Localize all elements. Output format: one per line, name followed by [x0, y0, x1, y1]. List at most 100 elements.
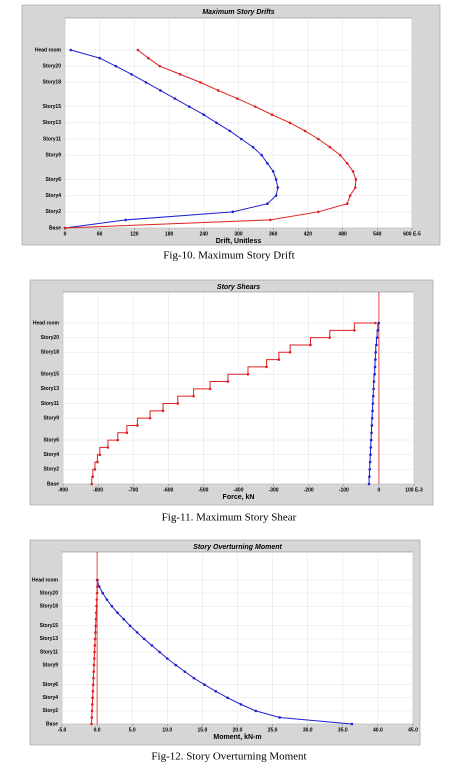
x-tick-label: 40.0: [373, 727, 383, 733]
data-point: [274, 194, 278, 197]
step-line: [329, 329, 355, 338]
data-point: [231, 210, 235, 214]
x-tick-label: 480: [338, 231, 347, 237]
data-point: [369, 446, 373, 449]
data-point: [174, 663, 178, 667]
data-point: [208, 387, 212, 391]
data-point: [374, 321, 377, 325]
data-point: [122, 617, 126, 621]
data-point: [372, 387, 375, 391]
data-point: [368, 475, 371, 478]
x-tick-label: 30.0: [303, 727, 313, 733]
step-line: [162, 403, 178, 411]
data-point: [158, 64, 162, 68]
data-point: [368, 468, 372, 471]
data-point: [91, 475, 95, 478]
data-point: [375, 343, 378, 347]
x-tick-label: 420: [304, 231, 313, 237]
data-point: [94, 617, 98, 621]
data-point: [144, 81, 148, 84]
data-point: [106, 446, 110, 449]
data-point: [216, 89, 220, 92]
data-point: [372, 380, 376, 383]
data-point: [270, 113, 274, 117]
chart-title: Story Overturning Moment: [193, 544, 282, 551]
y-tick-label: Story13: [41, 386, 60, 392]
y-tick-label: Story15: [41, 372, 60, 378]
x-tick-label: 240: [200, 231, 209, 237]
data-point: [370, 424, 374, 427]
x-tick-label: 20.0: [233, 727, 243, 733]
data-point: [345, 202, 349, 206]
data-point: [202, 113, 206, 117]
x-tick-label: 100 E-3: [405, 487, 423, 493]
data-point: [354, 178, 358, 181]
x-tick-label: 300: [234, 231, 243, 237]
y-tick-label: Story6: [45, 177, 61, 183]
step-line: [149, 410, 164, 419]
data-point: [158, 650, 161, 654]
data-point: [105, 598, 109, 601]
data-point: [96, 578, 99, 582]
y-tick-label: Story20: [41, 335, 60, 341]
data-point: [173, 97, 177, 100]
data-point: [98, 453, 102, 457]
data-point: [240, 137, 243, 141]
data-point: [69, 48, 73, 52]
data-point: [93, 644, 97, 647]
data-point: [91, 696, 94, 700]
data-point: [178, 72, 182, 76]
data-point: [246, 372, 250, 376]
data-point: [192, 676, 196, 680]
data-point: [192, 394, 195, 398]
data-point: [183, 670, 187, 673]
data-point: [91, 689, 95, 693]
data-point: [369, 438, 373, 442]
x-tick-label: -900: [58, 487, 68, 493]
data-point: [203, 683, 206, 687]
data-point: [353, 329, 356, 332]
data-point: [92, 676, 95, 680]
step-line: [227, 373, 248, 382]
data-point: [328, 145, 332, 149]
data-point: [91, 683, 95, 687]
data-point: [376, 329, 380, 332]
x-tick-label: 0.0: [94, 727, 101, 733]
data-point: [116, 438, 120, 442]
data-point: [253, 105, 257, 108]
data-point: [142, 637, 146, 641]
y-tick-label: Story13: [40, 636, 59, 642]
step-line: [136, 417, 151, 426]
data-point: [90, 716, 94, 719]
data-point: [374, 358, 377, 361]
data-point: [373, 365, 377, 369]
data-point: [214, 689, 218, 693]
data-point: [377, 321, 381, 325]
data-point: [146, 56, 150, 60]
data-point: [251, 145, 255, 149]
step-line: [107, 439, 118, 448]
y-tick-label: Story18: [40, 604, 59, 610]
y-tick-label: Story11: [41, 401, 59, 407]
data-point: [271, 170, 275, 173]
data-point: [373, 372, 376, 376]
data-point: [159, 89, 162, 92]
data-point: [128, 624, 132, 628]
chart-title: Story Shears: [217, 284, 260, 291]
x-tick-label: 600 E-5: [403, 231, 421, 237]
data-point: [370, 416, 374, 420]
data-point: [375, 336, 379, 339]
y-tick-label: Story2: [45, 209, 61, 215]
data-point: [90, 482, 94, 486]
y-tick-label: Story11: [40, 649, 58, 655]
step-line: [209, 381, 228, 389]
x-tick-label: 120: [130, 231, 139, 237]
step-line: [193, 388, 211, 397]
x-tick-label: 0: [378, 487, 381, 493]
x-axis-label: Moment, kN-m: [213, 734, 261, 741]
data-point: [338, 153, 342, 157]
y-tick-label: Base: [49, 225, 61, 231]
data-point: [114, 64, 118, 68]
y-tick-label: Head room: [35, 47, 62, 53]
